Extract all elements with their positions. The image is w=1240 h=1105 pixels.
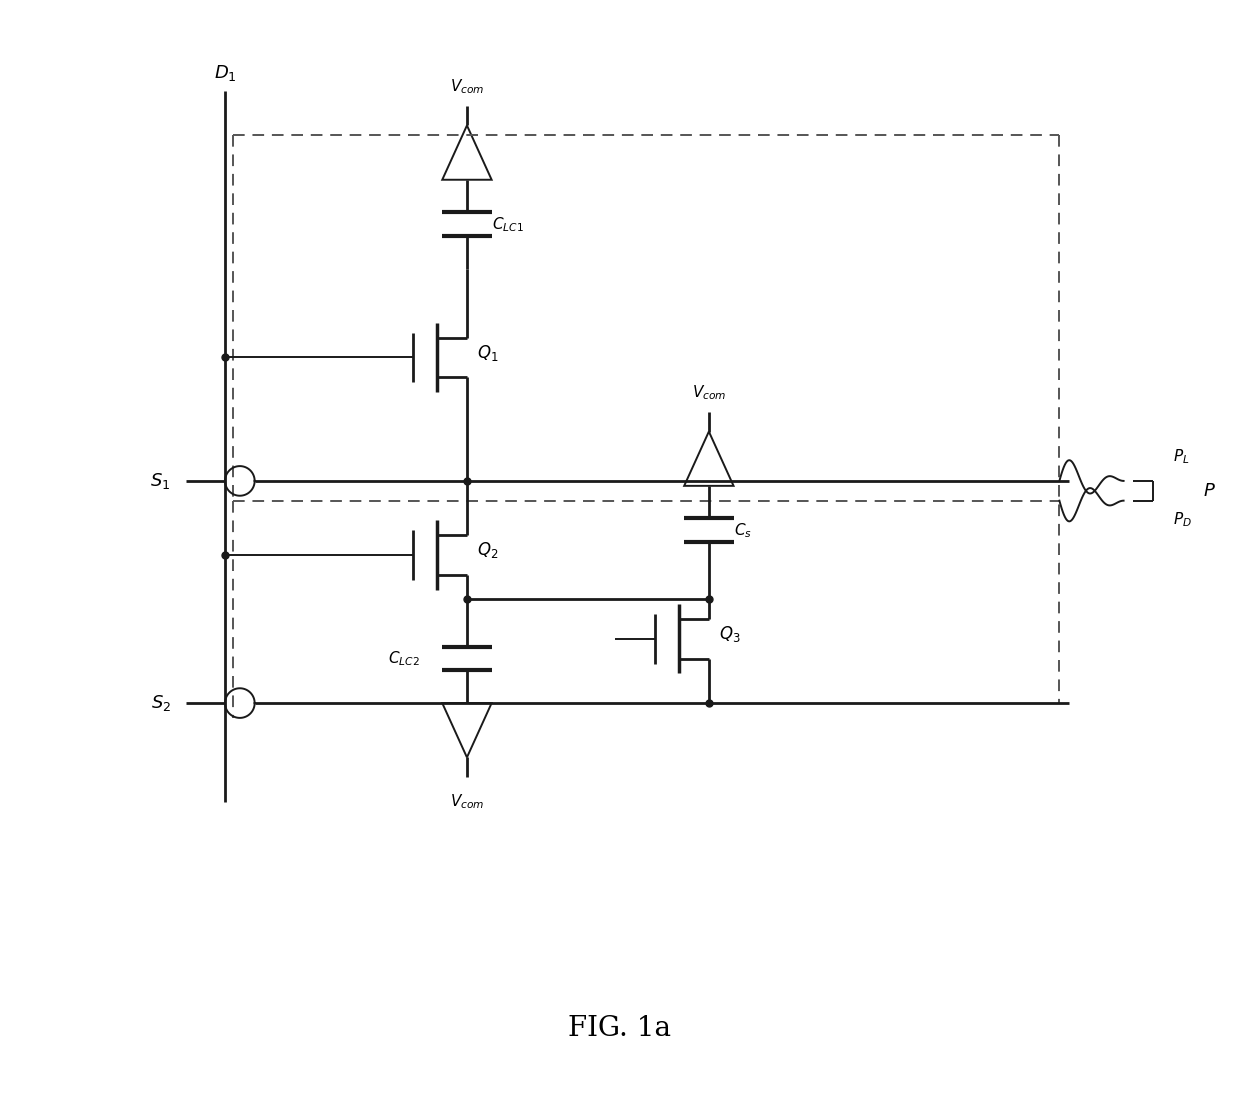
- Text: $V_{com}$: $V_{com}$: [450, 792, 484, 811]
- Text: $S_2$: $S_2$: [150, 693, 171, 713]
- Text: $P$: $P$: [1203, 482, 1215, 499]
- Text: $Q_3$: $Q_3$: [719, 624, 740, 644]
- Text: $P_D$: $P_D$: [1173, 511, 1192, 529]
- Text: FIG. 1a: FIG. 1a: [568, 1015, 672, 1042]
- Text: $Q_1$: $Q_1$: [477, 343, 498, 362]
- Text: $V_{com}$: $V_{com}$: [692, 383, 727, 402]
- Text: $V_{com}$: $V_{com}$: [450, 77, 484, 96]
- Text: $D_1$: $D_1$: [213, 63, 237, 83]
- Text: $C_{LC2}$: $C_{LC2}$: [388, 650, 419, 669]
- Text: $C_{LC1}$: $C_{LC1}$: [491, 214, 523, 233]
- Text: $Q_2$: $Q_2$: [477, 540, 498, 560]
- Text: $C_s$: $C_s$: [734, 520, 751, 539]
- Text: $S_1$: $S_1$: [150, 471, 171, 491]
- Text: $P_L$: $P_L$: [1173, 448, 1189, 466]
